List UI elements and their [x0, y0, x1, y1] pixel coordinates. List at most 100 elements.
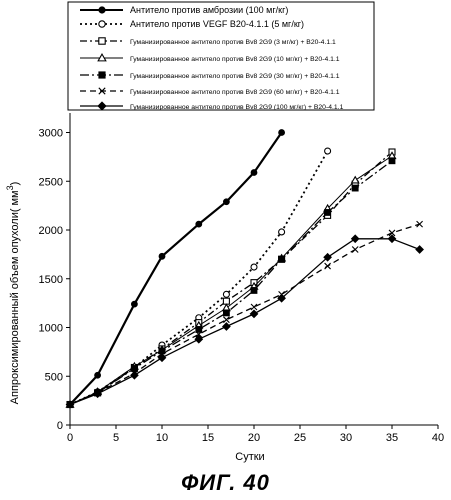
- data-point: [222, 198, 230, 206]
- data-point: [250, 303, 258, 311]
- legend-label: Антитело против VEGF B20-4.1.1 (5 мг/кг): [130, 19, 304, 29]
- legend-item: Антитело против амброзии (100 мг/кг): [80, 5, 288, 15]
- legend-item: Гуманизированное антитело против Bv8 2G9…: [80, 101, 344, 111]
- axes: 0 500 1000 1500 2000 2500 3000 0 5 10 15 20 25 30 35 40: [39, 113, 444, 444]
- x-tick-label: 20: [248, 432, 260, 444]
- data-point: [93, 389, 102, 399]
- series-line: [69, 223, 420, 406]
- data-point: [249, 309, 259, 319]
- data-point: [250, 263, 258, 271]
- series-line: [69, 160, 393, 406]
- y-tick-label: 1500: [39, 274, 63, 286]
- legend-marker: [97, 53, 107, 62]
- x-tick-label: 15: [202, 432, 214, 444]
- data-point: [388, 229, 396, 237]
- legend-box: [67, 1, 375, 111]
- data-point: [131, 365, 138, 372]
- data-point: [94, 371, 101, 379]
- x-tick-label: 35: [386, 432, 398, 444]
- legend-marker: [98, 6, 106, 14]
- data-point: [277, 293, 286, 303]
- data-point: [157, 353, 167, 363]
- data-point: [415, 245, 424, 254]
- data-point: [130, 300, 138, 308]
- legend-label: Антитело против амброзии (100 мг/кг): [130, 5, 288, 15]
- legend-marker: [97, 101, 107, 111]
- series-line: [69, 155, 393, 405]
- data-point: [195, 220, 203, 228]
- data-point: [223, 309, 230, 317]
- y-axis-title-sup: 3: [5, 185, 15, 190]
- data-point: [65, 400, 75, 409]
- x-tick-label: 0: [67, 432, 73, 444]
- data-point: [387, 234, 397, 244]
- data-point: [351, 246, 359, 253]
- data-point: [388, 157, 396, 165]
- legend-marker: [98, 87, 106, 95]
- data-point: [223, 316, 230, 324]
- data-point: [278, 228, 286, 236]
- series-2: [66, 147, 332, 409]
- legend-item: Гуманизированное антитело против Bv8 2G9…: [80, 53, 340, 63]
- legend-label: Гуманизированное антитело против Bv8 2G9…: [130, 73, 340, 80]
- y-tick-label: 2000: [39, 225, 63, 237]
- data-point: [250, 169, 258, 176]
- data-point: [222, 297, 230, 305]
- y-axis-title-unit: мм: [9, 190, 21, 205]
- legend-marker: [98, 20, 106, 28]
- y-axis-title-main: Аппроксимированный объем опухоли(: [9, 208, 21, 404]
- figure-caption: ФИГ. 40: [181, 470, 270, 495]
- data-point: [324, 209, 331, 216]
- series-line: [69, 238, 420, 406]
- data-point: [195, 330, 203, 338]
- legend-item: Гуманизированное антитело против Bv8 2G9…: [80, 87, 340, 96]
- data-point: [416, 220, 423, 228]
- legend-item: Антитело против VEGF B20-4.1.1 (5 мг/кг): [80, 19, 304, 29]
- y-tick-label: 3000: [39, 128, 63, 140]
- x-tick-label: 25: [294, 432, 306, 444]
- x-tick-label: 5: [113, 432, 119, 444]
- data-point: [195, 326, 203, 333]
- y-axis-title-close: ): [9, 182, 21, 186]
- series-1: [66, 129, 285, 408]
- tumor-volume-chart: Антитело против амброзии (100 мг/кг) Анти…: [5, 1, 444, 463]
- data-point: [278, 129, 285, 136]
- data-point: [351, 184, 359, 192]
- series-4: [65, 151, 397, 408]
- y-tick-label: 1000: [39, 323, 63, 335]
- data-point: [194, 334, 204, 344]
- x-axis-title: Сутки: [235, 451, 264, 463]
- x-tick-label: 40: [432, 432, 444, 444]
- series-7: [65, 234, 424, 409]
- legend-label: Гуманизированное антитело против Bv8 2G9…: [130, 104, 344, 111]
- data-point: [130, 370, 139, 380]
- legend-marker: [98, 37, 106, 45]
- x-tick-label: 30: [340, 432, 352, 444]
- series-line: [69, 131, 283, 406]
- data-point: [222, 322, 231, 331]
- legend-marker: [98, 71, 106, 79]
- legend-label: Гуманизированное антитело против Bv8 2G9…: [130, 89, 340, 96]
- svg-text:Аппроксимированный объем опухо: Аппроксимированный объем опухоли( мм3): [5, 182, 21, 405]
- data-point: [158, 252, 166, 260]
- legend-item: Гуманизированное антитело против Bv8 2G9…: [80, 37, 336, 46]
- y-axis-title: Аппроксимированный объем опухоли( мм3): [5, 182, 21, 405]
- data-point: [324, 147, 332, 155]
- data-point: [350, 175, 360, 184]
- data-point: [323, 252, 332, 262]
- y-tick-label: 500: [45, 371, 63, 383]
- y-tick-label: 2500: [39, 176, 63, 188]
- y-tick-label: 0: [57, 420, 63, 432]
- data-point: [324, 262, 331, 270]
- legend-label: Гуманизированное антитело против Bv8 2G9…: [130, 39, 336, 46]
- data-point: [222, 290, 230, 298]
- series-6: [66, 220, 423, 408]
- series-3: [66, 148, 396, 409]
- series-line: [69, 150, 329, 406]
- data-point: [350, 234, 360, 244]
- legend-label: Гуманизированное антитело против Bv8 2G9…: [130, 56, 340, 63]
- x-tick-label: 10: [156, 432, 168, 444]
- series-line: [69, 151, 393, 406]
- legend-item: Гуманизированное антитело против Bv8 2G9…: [80, 71, 340, 80]
- data-point: [250, 287, 258, 294]
